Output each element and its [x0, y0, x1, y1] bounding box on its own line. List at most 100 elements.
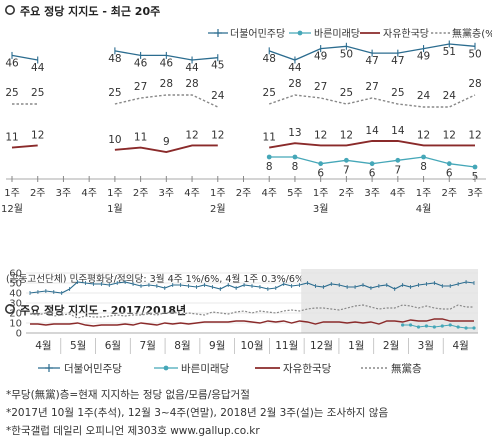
data-label-hankook: 12 — [185, 129, 198, 141]
point-bareun — [424, 324, 429, 328]
point-bareun — [472, 164, 478, 170]
footer-notes: *무당(無黨)층=현재 지지하는 정당 없음/모름/응답거절 *2017년 10… — [6, 386, 486, 440]
data-label-bareun: 6 — [446, 168, 453, 180]
series-line-bareun — [402, 324, 474, 329]
data-label-hankook: 12 — [31, 129, 44, 141]
data-label-noparty: 25 — [340, 87, 353, 99]
data-label-hankook: 12 — [211, 129, 224, 141]
x-tick-label: 4주 — [81, 188, 97, 199]
data-label-noparty: 27 — [314, 81, 327, 93]
data-label-bareun: 8 — [266, 161, 273, 173]
data-label-minjoo: 49 — [417, 51, 430, 63]
data-label-hankook: 9 — [163, 136, 170, 148]
data-label-minjoo: 50 — [340, 48, 353, 60]
legend-minjoo-label: 더불어민주당 — [230, 28, 285, 40]
legend2-hankook-label: 자유한국당 — [283, 363, 332, 375]
y-tick-label: 60 — [9, 269, 22, 280]
data-label-minjoo: 47 — [391, 55, 404, 67]
x-tick-label: 2주 — [441, 188, 457, 199]
x-month-label: 7월 — [140, 340, 156, 352]
point-bareun — [401, 323, 405, 327]
bullet-icon — [5, 303, 15, 314]
data-label-noparty: 25 — [391, 87, 404, 99]
y-tick-label: 10 — [9, 319, 22, 330]
data-label-noparty: 24 — [417, 90, 431, 102]
point-bareun — [416, 325, 421, 329]
data-label-minjoo: 44 — [288, 62, 302, 74]
data-label-bareun: 7 — [343, 164, 350, 176]
series-line-hankook — [30, 318, 474, 327]
data-label-noparty: 28 — [185, 78, 198, 90]
x-tick-label: 2주 — [133, 188, 149, 199]
data-label-hankook: 12 — [340, 129, 353, 141]
data-label-noparty: 24 — [211, 90, 225, 102]
data-label-noparty: 25 — [5, 87, 18, 99]
data-label-minjoo: 48 — [108, 53, 121, 65]
series-line-minjoo — [11, 54, 38, 61]
x-tick-label: 2주 — [236, 188, 252, 199]
x-month-label: 10월 — [240, 340, 263, 352]
data-label-minjoo: 50 — [468, 48, 481, 60]
point-bareun — [464, 326, 468, 330]
top-legend: 더불어민주당 바른미래당 자유한국당 無黨층(%) — [208, 27, 492, 40]
data-label-hankook: 11 — [134, 132, 147, 144]
footer-note: *무당(無黨)층=현재 지지하는 정당 없음/모름/응답거절 — [6, 389, 250, 401]
data-label-minjoo: 45 — [211, 60, 224, 72]
x-tick-label: 2주 — [339, 188, 355, 199]
top-chart: 46 44 48 46 46 44 45 48 44 49 50 47 47 49 51 50 8 8 6 7 6 7 8 6… — [1, 40, 486, 215]
shaded-region — [301, 269, 478, 333]
series-line-hankook — [269, 140, 475, 149]
data-label-bareun: 6 — [369, 168, 376, 180]
x-month-label: 4월 — [452, 340, 468, 352]
data-label-hankook: 12 — [468, 129, 481, 141]
data-label-hankook: 11 — [263, 132, 276, 144]
legend2-noparty-label: 無黨층 — [391, 362, 422, 375]
data-label-noparty: 27 — [134, 81, 147, 93]
point-bareun — [472, 326, 476, 330]
point-bareun — [432, 325, 436, 329]
x-month-label: 3월 — [418, 340, 434, 352]
series-line-noparty — [114, 94, 219, 108]
x-tick-label: 3주 — [364, 188, 380, 199]
point-bareun — [369, 161, 375, 167]
data-label-minjoo: 51 — [443, 46, 456, 58]
bullet-icon — [5, 5, 15, 15]
point-bareun — [343, 157, 349, 163]
data-label-bareun: 6 — [317, 168, 324, 180]
data-label-hankook: 13 — [288, 127, 301, 139]
x-month-label: 9월 — [209, 340, 225, 352]
y-tick-label: 0 — [16, 329, 22, 340]
y-tick-label: 40 — [9, 289, 22, 300]
x-tick-label: 4주 — [390, 188, 406, 199]
legend-bareun-marker — [297, 30, 303, 36]
data-label-hankook: 12 — [314, 129, 327, 141]
data-label-minjoo: 47 — [365, 55, 378, 67]
x-month-label: 3월 — [313, 203, 329, 215]
point-bareun — [292, 154, 298, 160]
point-bareun — [421, 154, 426, 160]
data-label-hankook: 10 — [108, 134, 121, 146]
data-label-noparty: 28 — [288, 78, 301, 90]
data-label-minjoo: 44 — [31, 62, 45, 74]
data-label-bareun: 7 — [394, 164, 401, 176]
point-bareun — [446, 161, 452, 167]
data-label-noparty: 25 — [263, 87, 276, 99]
x-tick-label: 1주 — [210, 188, 226, 199]
x-month-label: 4월 — [416, 203, 432, 215]
x-tick-label: 5주 — [287, 188, 303, 199]
legend2-bareun-marker — [163, 365, 169, 371]
data-label-noparty: 28 — [160, 78, 173, 90]
x-month-label: 12월 — [310, 340, 333, 352]
data-label-noparty: 24 — [443, 90, 457, 102]
data-label-noparty: 28 — [468, 78, 481, 90]
data-label-noparty: 25 — [31, 87, 44, 99]
x-month-label: 4월 — [35, 340, 51, 352]
series-line-noparty — [29, 304, 474, 319]
footer-note: *2017년 10월 1주(추석), 12월 3~4주(연말), 2018년 2… — [6, 407, 389, 419]
data-label-noparty: 27 — [365, 81, 378, 93]
data-label-minjoo: 46 — [160, 57, 174, 69]
x-month-label: 2월 — [210, 203, 226, 215]
x-tick-label: 3주 — [467, 188, 483, 199]
